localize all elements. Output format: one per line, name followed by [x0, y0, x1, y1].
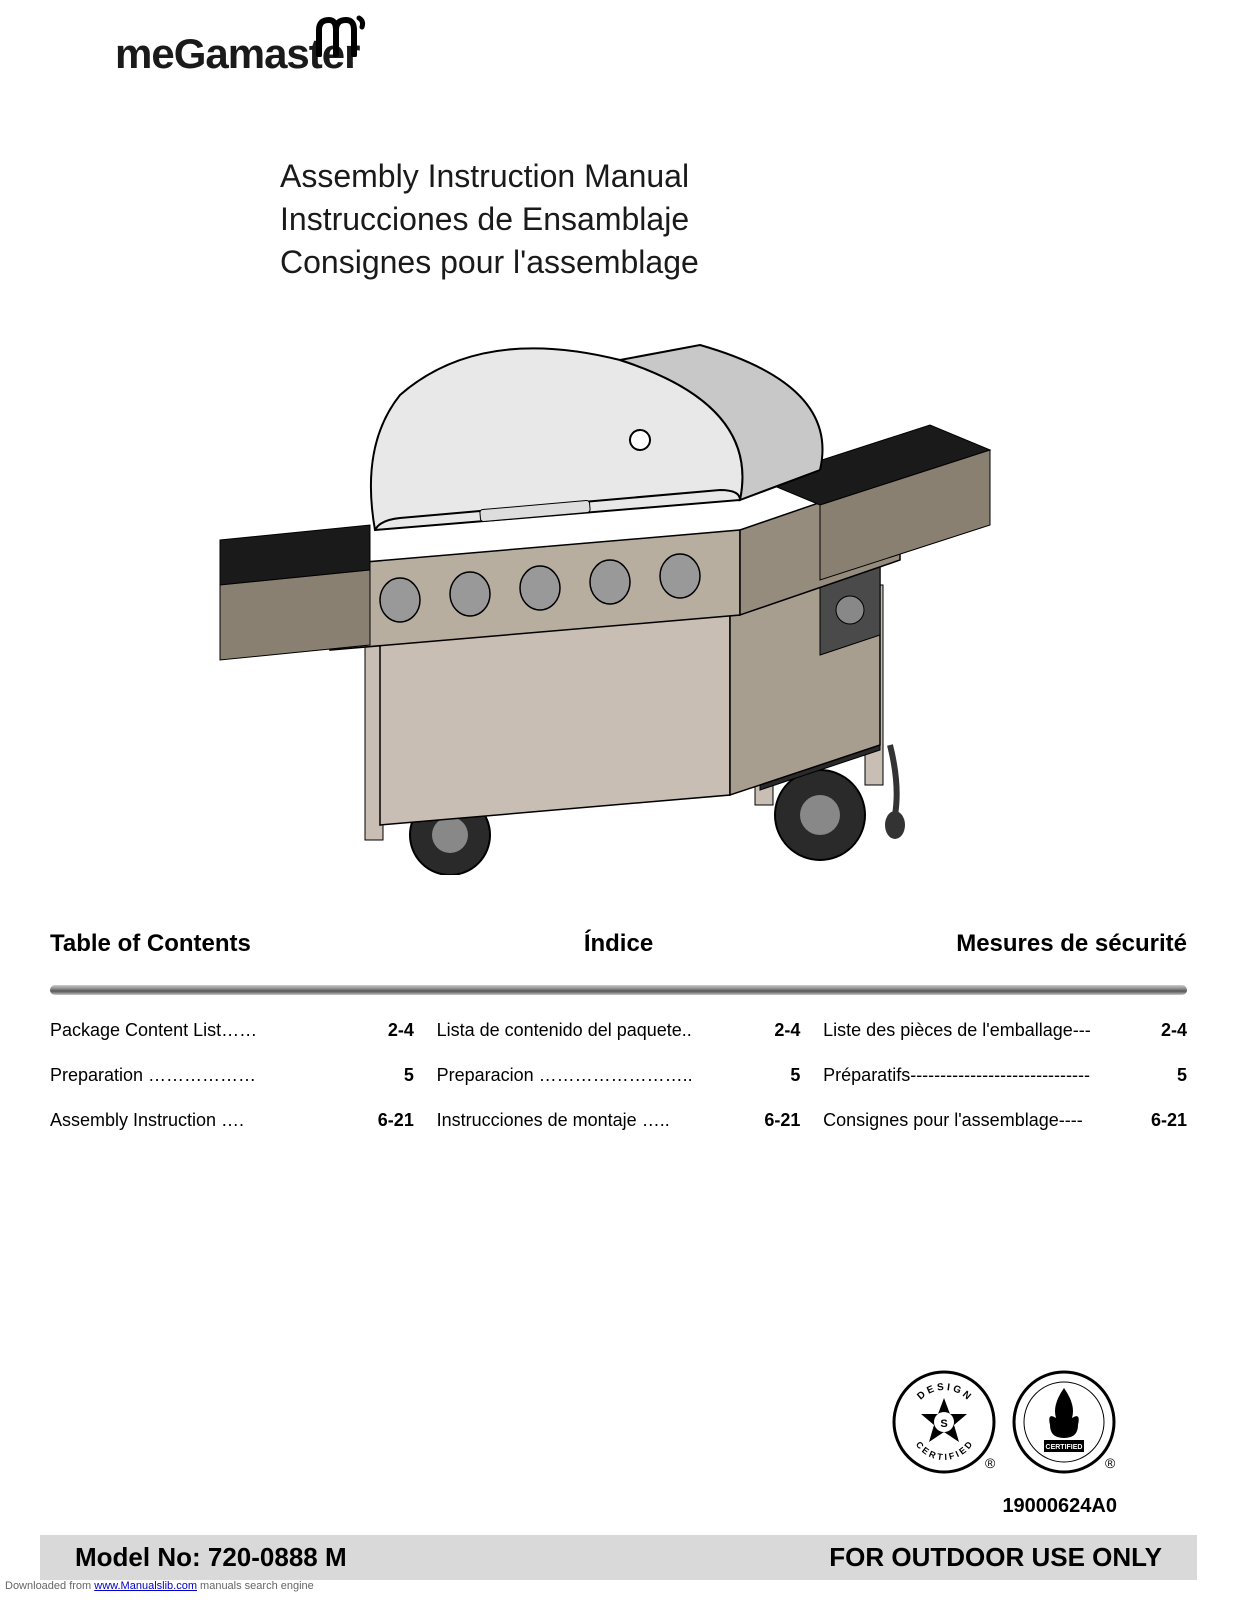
toc-col-es: Lista de contenido del paquete.. 2-4 Pre…	[437, 1020, 801, 1131]
title-fr: Consignes pour l'assemblage	[280, 241, 699, 284]
usage-warning: FOR OUTDOOR USE ONLY	[829, 1542, 1162, 1573]
toc-row: Preparation ……………… 5	[50, 1065, 414, 1086]
toc-page: 2-4	[774, 1020, 800, 1041]
product-illustration	[200, 305, 1020, 875]
title-block: Assembly Instruction Manual Instruccione…	[280, 155, 699, 285]
toc-label: Liste des pièces de l'emballage---	[823, 1020, 1091, 1041]
toc-body: Package Content List…… 2-4 Preparation ……	[50, 1020, 1187, 1131]
svg-text:CERTIFIED: CERTIFIED	[1046, 1444, 1083, 1451]
toc-page: 2-4	[388, 1020, 414, 1041]
toc-row: Lista de contenido del paquete.. 2-4	[437, 1020, 801, 1041]
toc-page: 5	[790, 1065, 800, 1086]
toc-header-en: Table of Contents	[50, 930, 425, 958]
toc-label: Lista de contenido del paquete..	[437, 1020, 692, 1041]
toc-row: Preparacion …………………….. 5	[437, 1065, 801, 1086]
horizontal-divider	[50, 985, 1187, 995]
title-en: Assembly Instruction Manual	[280, 155, 699, 198]
brand-mark	[314, 15, 369, 66]
toc-row: Consignes pour l'assemblage---- 6-21	[823, 1110, 1187, 1131]
toc-label: Instrucciones de montaje …..	[437, 1110, 670, 1131]
brand-logo: meGamaster	[115, 30, 359, 78]
toc-page: 6-21	[1151, 1110, 1187, 1131]
toc-headers: Table of Contents Índice Mesures de sécu…	[50, 930, 1187, 958]
toc-label: Assembly Instruction ….	[50, 1110, 244, 1131]
svg-text:S: S	[940, 1418, 947, 1430]
title-es: Instrucciones de Ensamblaje	[280, 198, 699, 241]
download-link[interactable]: www.Manualslib.com	[94, 1580, 197, 1592]
toc-label: Preparation ………………	[50, 1065, 256, 1086]
toc-page: 6-21	[378, 1110, 414, 1131]
toc-header-es: Índice	[431, 930, 806, 958]
download-prefix: Downloaded from	[5, 1580, 94, 1592]
toc-row: Assembly Instruction …. 6-21	[50, 1110, 414, 1131]
certification-badges: D E S I G N C E R T I F I E D S ® CERTIF…	[892, 1370, 1117, 1475]
toc-label: Preparacion ……………………..	[437, 1065, 693, 1086]
svg-text:®: ®	[985, 1455, 996, 1471]
model-number: Model No: 720-0888 M	[75, 1542, 347, 1573]
toc-page: 5	[1177, 1065, 1187, 1086]
toc-row: Préparatifs-----------------------------…	[823, 1065, 1187, 1086]
toc-col-fr: Liste des pièces de l'emballage--- 2-4 P…	[823, 1020, 1187, 1131]
toc-header-fr: Mesures de sécurité	[812, 930, 1187, 958]
toc-label: Préparatifs-----------------------------…	[823, 1065, 1090, 1086]
certified-badge: CERTIFIED ®	[1012, 1370, 1117, 1475]
toc-page: 5	[404, 1065, 414, 1086]
toc-label: Consignes pour l'assemblage----	[823, 1110, 1083, 1131]
toc-page: 6-21	[764, 1110, 800, 1131]
download-suffix: manuals search engine	[197, 1580, 314, 1592]
footer-bar: Model No: 720-0888 M FOR OUTDOOR USE ONL…	[40, 1535, 1197, 1580]
toc-page: 2-4	[1161, 1020, 1187, 1041]
document-code: 19000624A0	[1002, 1495, 1117, 1518]
toc-label: Package Content List……	[50, 1020, 257, 1041]
design-certified-badge: D E S I G N C E R T I F I E D S ®	[892, 1370, 997, 1475]
toc-row: Package Content List…… 2-4	[50, 1020, 414, 1041]
toc-row: Liste des pièces de l'emballage--- 2-4	[823, 1020, 1187, 1041]
svg-text:®: ®	[1105, 1455, 1116, 1471]
download-note: Downloaded from www.Manualslib.com manua…	[5, 1580, 314, 1592]
toc-row: Instrucciones de montaje ….. 6-21	[437, 1110, 801, 1131]
toc-col-en: Package Content List…… 2-4 Preparation ……	[50, 1020, 414, 1131]
